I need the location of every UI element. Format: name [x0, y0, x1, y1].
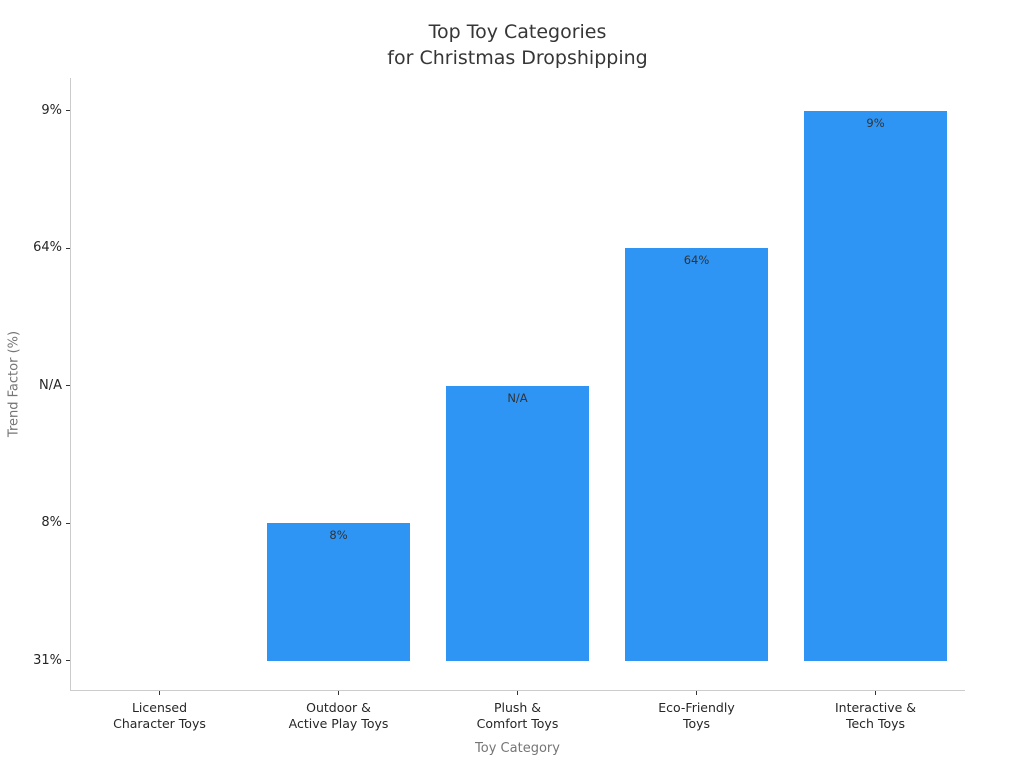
chart-title: Top Toy Categories for Christmas Dropshi… [387, 21, 648, 69]
y-tick-mark [66, 660, 70, 661]
y-tick-mark [66, 247, 70, 249]
bar [804, 110, 947, 661]
x-tick-label: Eco-Friendly Toys [658, 700, 735, 731]
x-tick-mark [696, 691, 697, 695]
bar-value-label: 64% [683, 253, 710, 267]
y-tick-label: 31% [33, 652, 62, 668]
bar [446, 385, 589, 661]
y-tick-label: 64% [33, 240, 62, 255]
x-tick-label: Licensed Character Toys [113, 700, 206, 731]
bar [625, 248, 768, 661]
x-tick-mark [159, 691, 160, 695]
y-tick-label: N/A [39, 377, 62, 393]
bar-value-label: 9% [866, 115, 885, 130]
x-tick-label: Interactive & Tech Toys [834, 700, 917, 731]
y-tick-mark [66, 522, 70, 524]
y-tick-mark [66, 110, 70, 111]
bar-value-label: 8% [329, 528, 348, 542]
x-tick-mark [338, 691, 339, 695]
bar [267, 523, 410, 661]
x-tick-mark [875, 691, 876, 695]
y-tick-label: 9% [41, 102, 62, 118]
y-tick-mark [66, 385, 70, 386]
x-tick-mark [517, 691, 518, 695]
x-tick-label: Plush & Comfort Toys [476, 700, 559, 731]
x-axis-label: Toy Category [475, 741, 560, 756]
x-tick-label: Outdoor & Active Play Toys [288, 700, 389, 731]
bar-value-label: N/A [507, 390, 528, 405]
y-tick-label: 8% [41, 515, 62, 530]
